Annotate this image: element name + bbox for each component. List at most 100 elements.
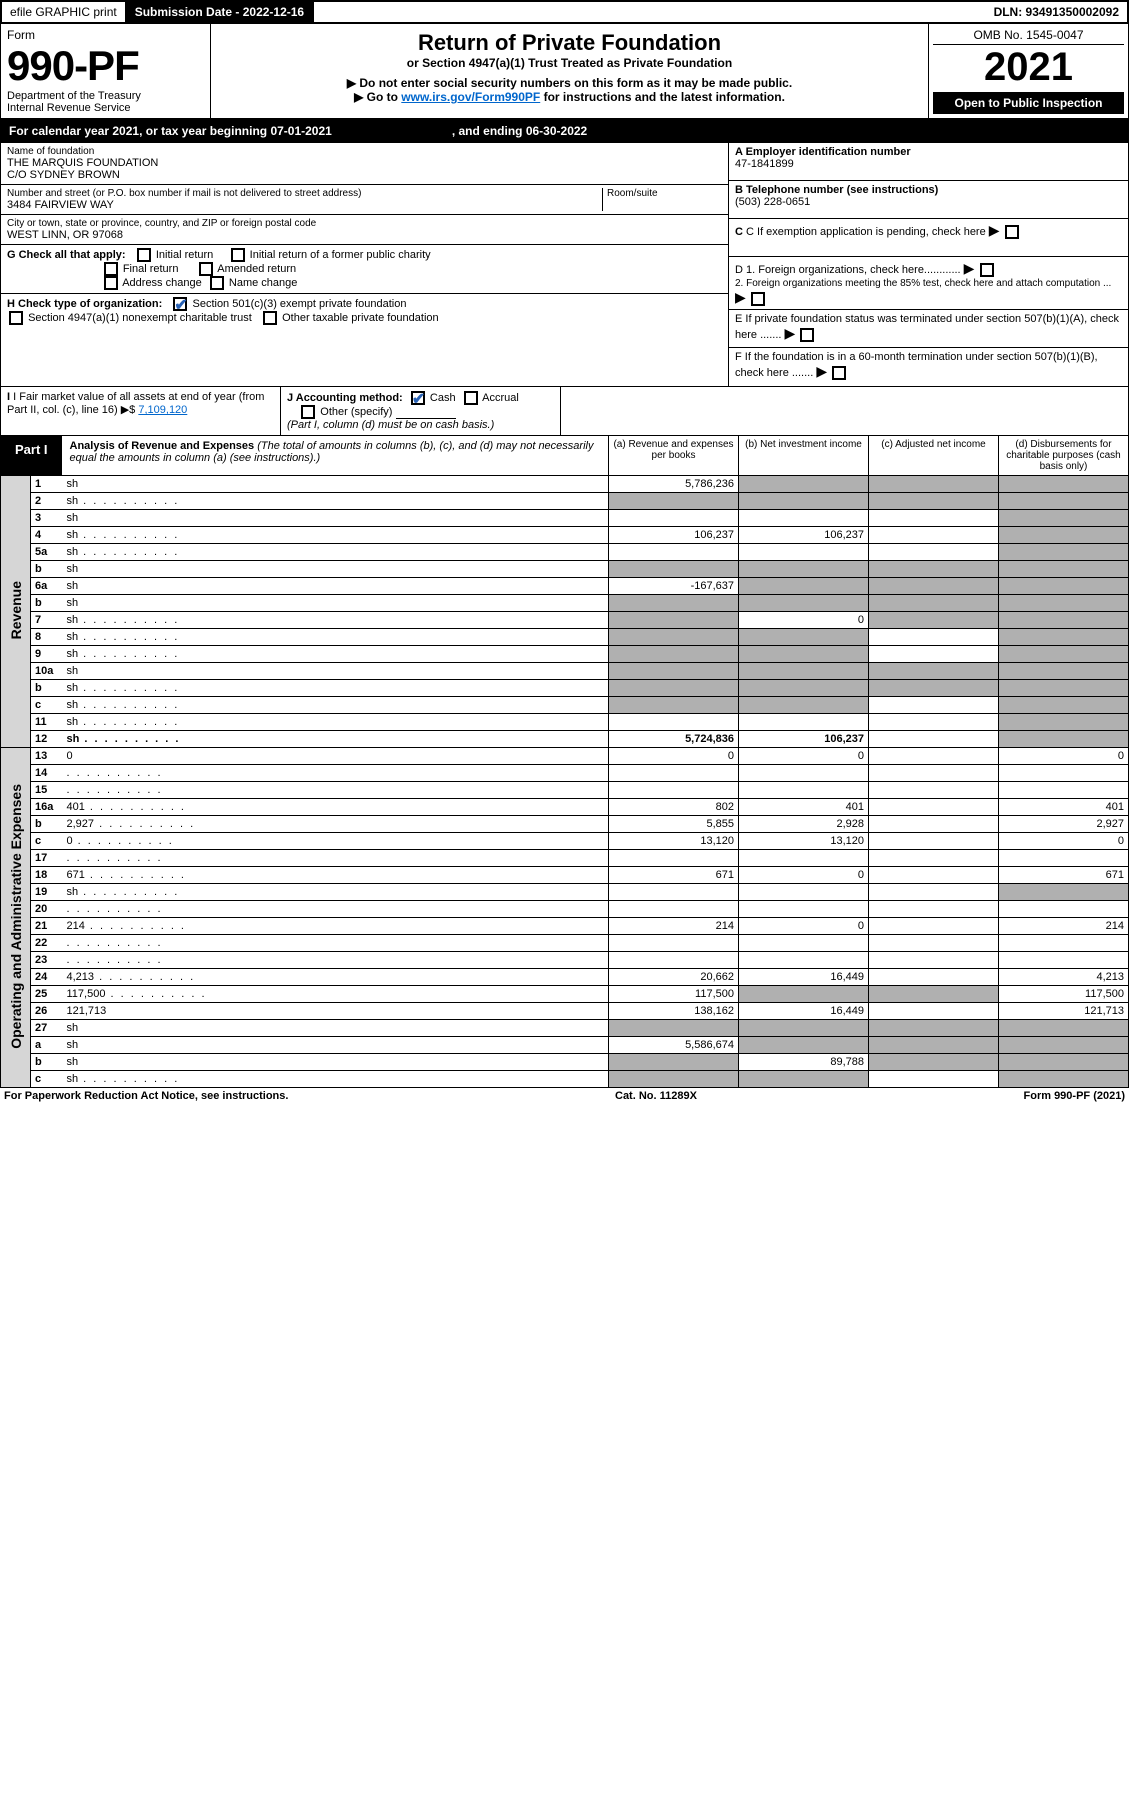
form-word: Form [7, 28, 204, 42]
checkbox-d1[interactable] [980, 263, 994, 277]
identity-grid: Name of foundation THE MARQUIS FOUNDATIO… [0, 143, 1129, 387]
checkbox-4947[interactable] [9, 311, 23, 325]
section-g: G Check all that apply: Initial return I… [1, 245, 728, 294]
table-row: 26121,713138,16216,449121,713 [1, 1003, 1129, 1020]
dept: Department of the Treasury [7, 90, 204, 102]
table-row: csh [1, 1071, 1129, 1088]
city-label: City or town, state or province, country… [7, 218, 722, 229]
form-subtitle: or Section 4947(a)(1) Trust Treated as P… [217, 56, 922, 70]
calendar-year-row: For calendar year 2021, or tax year begi… [0, 119, 1129, 143]
checkbox-other-taxable[interactable] [263, 311, 277, 325]
checkbox-other-method[interactable] [301, 405, 315, 419]
table-row: 7sh0 [1, 612, 1129, 629]
part1-title: Analysis of Revenue and Expenses [70, 440, 255, 452]
col-d-header: (d) Disbursements for charitable purpose… [998, 436, 1128, 475]
table-row: 186716710671 [1, 867, 1129, 884]
phone-label: B Telephone number (see instructions) [735, 184, 938, 196]
part1-tab: Part I [1, 436, 62, 475]
top-bar: efile GRAPHIC print Submission Date - 20… [0, 0, 1129, 24]
col-a-header: (a) Revenue and expenses per books [608, 436, 738, 475]
page-footer: For Paperwork Reduction Act Notice, see … [0, 1088, 1129, 1104]
footer-mid: Cat. No. 11289X [615, 1090, 697, 1102]
instructions-link[interactable]: www.irs.gov/Form990PF [401, 90, 540, 104]
table-row: 19sh [1, 884, 1129, 901]
d2-label: 2. Foreign organizations meeting the 85%… [735, 278, 1111, 289]
table-row: 5ash [1, 544, 1129, 561]
addr-label: Number and street (or P.O. box number if… [7, 188, 602, 199]
footer-right: Form 990-PF (2021) [1024, 1090, 1126, 1102]
phone-value: (503) 228-0651 [735, 196, 810, 208]
table-row: 20 [1, 901, 1129, 918]
checkbox-final-return[interactable] [104, 262, 118, 276]
table-row: csh [1, 697, 1129, 714]
table-row: Operating and Administrative Expenses130… [1, 748, 1129, 765]
table-row: 15 [1, 782, 1129, 799]
table-row: 244,21320,66216,4494,213 [1, 969, 1129, 986]
table-row: 2sh [1, 493, 1129, 510]
table-row: Revenue1sh5,786,236 [1, 476, 1129, 493]
foundation-name2: C/O SYDNEY BROWN [7, 169, 722, 181]
open-public: Open to Public Inspection [933, 92, 1124, 114]
form-number: 990-PF [7, 42, 204, 90]
checkbox-amended[interactable] [199, 262, 213, 276]
checkbox-initial-former[interactable] [231, 248, 245, 262]
foundation-name1: THE MARQUIS FOUNDATION [7, 157, 722, 169]
omb: OMB No. 1545-0047 [933, 28, 1124, 45]
table-row: 9sh [1, 646, 1129, 663]
form-title: Return of Private Foundation [217, 30, 922, 56]
table-row: 8sh [1, 629, 1129, 646]
ein-value: 47-1841899 [735, 158, 794, 170]
table-row: bsh [1, 595, 1129, 612]
table-row: 12sh5,724,836106,237 [1, 731, 1129, 748]
submission-date: Submission Date - 2022-12-16 [127, 2, 314, 22]
table-row: 17 [1, 850, 1129, 867]
table-row: 22 [1, 935, 1129, 952]
table-row: bsh89,788 [1, 1054, 1129, 1071]
table-row: 3sh [1, 510, 1129, 527]
checkbox-initial-return[interactable] [137, 248, 151, 262]
f-label: F If the foundation is in a 60-month ter… [735, 351, 1098, 379]
table-row: 10ash [1, 663, 1129, 680]
tax-year: 2021 [933, 45, 1124, 90]
checkbox-accrual[interactable] [464, 391, 478, 405]
table-row: c013,12013,1200 [1, 833, 1129, 850]
name-label: Name of foundation [7, 146, 722, 157]
checkbox-address-change[interactable] [104, 276, 118, 290]
checkbox-d2[interactable] [751, 292, 765, 306]
expense-table: Operating and Administrative Expenses130… [0, 748, 1129, 1088]
street-address: 3484 FAIRVIEW WAY [7, 199, 602, 211]
dln: DLN: 93491350002092 [986, 2, 1127, 22]
ein-label: A Employer identification number [735, 146, 911, 158]
d1-label: D 1. Foreign organizations, check here..… [735, 264, 961, 276]
col-b-header: (b) Net investment income [738, 436, 868, 475]
checkbox-f[interactable] [832, 366, 846, 380]
table-row: ash5,586,674 [1, 1037, 1129, 1054]
table-row: 14 [1, 765, 1129, 782]
form-note1: ▶ Do not enter social security numbers o… [217, 76, 922, 90]
checkbox-501c3[interactable] [173, 297, 187, 311]
efile-label: efile GRAPHIC print [2, 2, 127, 22]
irs: Internal Revenue Service [7, 102, 204, 114]
table-row: bsh [1, 680, 1129, 697]
section-h: H Check type of organization: Section 50… [1, 294, 728, 328]
table-row: 11sh [1, 714, 1129, 731]
table-row: 212142140214 [1, 918, 1129, 935]
checkbox-cash[interactable] [411, 391, 425, 405]
exemption-label: C [735, 226, 743, 238]
checkbox-exemption[interactable] [1005, 225, 1019, 239]
table-row: 23 [1, 952, 1129, 969]
city-value: WEST LINN, OR 97068 [7, 229, 722, 241]
table-row: 25117,500117,500117,500 [1, 986, 1129, 1003]
section-ij: I I Fair market value of all assets at e… [0, 387, 1129, 436]
table-row: 27sh [1, 1020, 1129, 1037]
checkbox-e[interactable] [800, 328, 814, 342]
part1-header: Part I Analysis of Revenue and Expenses … [0, 436, 1129, 476]
checkbox-name-change[interactable] [210, 276, 224, 290]
table-row: bsh [1, 561, 1129, 578]
table-row: b2,9275,8552,9282,927 [1, 816, 1129, 833]
col-c-header: (c) Adjusted net income [868, 436, 998, 475]
fmv-link[interactable]: 7,109,120 [138, 404, 187, 416]
form-header: Form 990-PF Department of the Treasury I… [0, 24, 1129, 119]
table-row: 6ash-167,637 [1, 578, 1129, 595]
room-label: Room/suite [607, 188, 722, 199]
